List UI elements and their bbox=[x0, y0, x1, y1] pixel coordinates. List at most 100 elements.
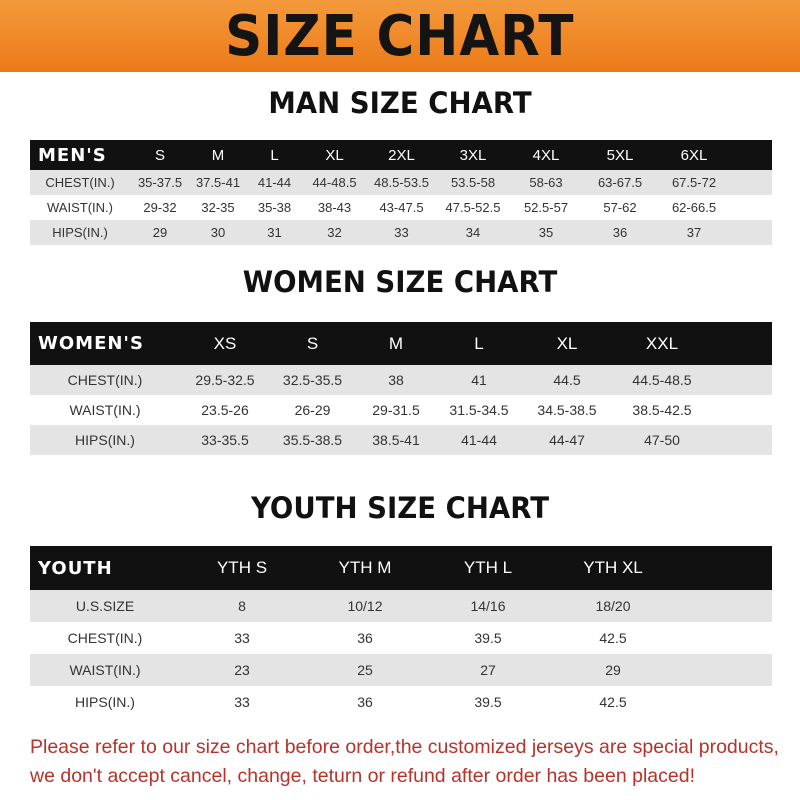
table-cell: 38.5-42.5 bbox=[632, 402, 692, 418]
table-cell: 39.5 bbox=[474, 630, 502, 646]
table-header-row: MEN'S S M L XL 2XL 3XL 4XL 5XL 6XL bbox=[30, 140, 772, 170]
size-label: YTH M bbox=[338, 558, 392, 577]
table-cell: 42.5 bbox=[599, 694, 627, 710]
table-row: HIPS(IN.) 33-35.5 35.5-38.5 38.5-41 41-44 44-… bbox=[30, 425, 772, 455]
table-row: HIPS(IN.) 29 30 31 32 33 34 35 36 37 bbox=[30, 220, 772, 245]
size-label: 2XL bbox=[388, 146, 415, 164]
table-row: WAIST(IN.) 29-32 32-35 35-38 38-43 43-47.5 47.… bbox=[30, 195, 772, 220]
row-label: CHEST(IN.) bbox=[67, 372, 143, 388]
table-cell: 38-43 bbox=[317, 200, 352, 215]
table-cell: 32 bbox=[327, 225, 342, 240]
table-row: WAIST(IN.) 23 25 27 29 bbox=[30, 654, 772, 686]
row-label: WAIST(IN.) bbox=[69, 402, 141, 418]
table-cell: 33 bbox=[394, 225, 409, 240]
row-label: HIPS(IN.) bbox=[52, 225, 108, 240]
table-cell: 47-50 bbox=[644, 432, 680, 448]
table-cell: 34.5-38.5 bbox=[537, 402, 597, 418]
table-cell: 32-35 bbox=[201, 200, 235, 215]
table-cell: 32.5-35.5 bbox=[282, 372, 343, 388]
table-cell: 41 bbox=[471, 372, 487, 388]
table-cell: 37.5-41 bbox=[195, 175, 241, 190]
table-cell: 29-32 bbox=[143, 200, 177, 215]
table-heading: YOUTH bbox=[38, 557, 113, 579]
table-cell: 58-63 bbox=[529, 175, 563, 190]
notice-text: Please refer to our size chart before or… bbox=[30, 733, 790, 791]
table-cell: 31 bbox=[267, 225, 282, 240]
table-cell: 42.5 bbox=[599, 630, 627, 646]
row-label: U.S.SIZE bbox=[75, 598, 135, 614]
table-cell: 41-44 bbox=[257, 175, 292, 190]
table-cell: 57-62 bbox=[603, 200, 637, 215]
table-cell: 38 bbox=[388, 372, 404, 388]
table-cell: 39.5 bbox=[474, 694, 502, 710]
size-label: XXL bbox=[645, 333, 679, 353]
table-header-row: YOUTH YTH S YTH M YTH L YTH XL bbox=[30, 546, 772, 590]
women-section-title: WOMEN SIZE CHART bbox=[242, 265, 558, 299]
table-cell: 35 bbox=[538, 225, 554, 240]
size-label: XL bbox=[556, 333, 578, 353]
table-cell: 23 bbox=[234, 662, 250, 678]
table-cell: 35-37.5 bbox=[137, 175, 183, 190]
table-row: HIPS(IN.) 33 36 39.5 42.5 bbox=[30, 686, 772, 718]
table-cell: 67.5-72 bbox=[671, 175, 717, 190]
size-label: 5XL bbox=[606, 146, 634, 164]
size-label: YTH L bbox=[463, 558, 513, 577]
size-label: L bbox=[270, 146, 279, 164]
table-cell: 36 bbox=[612, 225, 628, 240]
table-cell: 35-38 bbox=[257, 200, 292, 215]
row-label: HIPS(IN.) bbox=[75, 432, 135, 448]
table-cell: 30 bbox=[210, 225, 226, 240]
table-cell: 35.5-38.5 bbox=[282, 432, 343, 448]
table-cell: 37 bbox=[686, 225, 702, 240]
table-cell: 29-31.5 bbox=[372, 402, 420, 418]
size-label: M bbox=[211, 146, 225, 164]
table-cell: 38.5-41 bbox=[372, 432, 420, 448]
table-cell: 44.5 bbox=[553, 372, 581, 388]
women-size-table: WOMEN'S XS S M L XL XXL CHEST(IN.) 29.5-32.5 32.5… bbox=[30, 322, 772, 455]
row-label: HIPS(IN.) bbox=[75, 694, 135, 710]
size-label: S bbox=[306, 333, 319, 353]
table-cell: 31.5-34.5 bbox=[449, 402, 509, 418]
row-label: CHEST(IN.) bbox=[67, 630, 143, 646]
table-cell: 26-29 bbox=[294, 402, 331, 418]
notice-line: we don't accept cancel, change, teturn o… bbox=[30, 765, 695, 787]
table-cell: 44-47 bbox=[549, 432, 585, 448]
table-cell: 53.5-58 bbox=[450, 175, 496, 190]
table-cell: 29 bbox=[605, 662, 621, 678]
table-cell: 23.5-26 bbox=[201, 402, 249, 418]
table-cell: 10/12 bbox=[347, 598, 383, 614]
row-label: WAIST(IN.) bbox=[47, 200, 113, 215]
table-cell: 36 bbox=[357, 694, 373, 710]
table-row: WAIST(IN.) 23.5-26 26-29 29-31.5 31.5-34.5 34… bbox=[30, 395, 772, 425]
table-cell: 63-67.5 bbox=[597, 175, 643, 190]
table-row: CHEST(IN.) 35-37.5 37.5-41 41-44 44-48.5 48.5… bbox=[30, 170, 772, 195]
table-cell: 41-44 bbox=[461, 432, 497, 448]
size-label: YTH S bbox=[216, 558, 268, 577]
men-size-table: MEN'S S M L XL 2XL 3XL 4XL 5XL 6XL CHEST(IN.) 35-37… bbox=[30, 140, 772, 245]
size-label: 3XL bbox=[459, 146, 487, 164]
men-section-title: MAN SIZE CHART bbox=[268, 86, 532, 120]
notice-line: Please refer to our size chart before or… bbox=[30, 736, 779, 758]
size-label: XS bbox=[213, 333, 237, 353]
size-label: M bbox=[388, 333, 404, 353]
main-title: SIZE CHART bbox=[225, 3, 575, 69]
table-cell: 36 bbox=[357, 630, 373, 646]
table-cell: 8 bbox=[238, 598, 246, 614]
table-cell: 18/20 bbox=[595, 598, 631, 614]
size-label: L bbox=[474, 333, 484, 353]
table-header-row: WOMEN'S XS S M L XL XXL bbox=[30, 322, 772, 365]
size-label: 4XL bbox=[532, 146, 560, 164]
table-cell: 43-47.5 bbox=[379, 200, 424, 215]
table-cell: 47.5-52.5 bbox=[445, 200, 501, 215]
table-cell: 44-48.5 bbox=[312, 175, 357, 190]
table-cell: 34 bbox=[465, 225, 481, 240]
table-cell: 33 bbox=[234, 694, 250, 710]
table-cell: 33 bbox=[234, 630, 250, 646]
table-row: U.S.SIZE 8 10/12 14/16 18/20 bbox=[30, 590, 772, 622]
table-cell: 14/16 bbox=[470, 598, 506, 614]
row-label: CHEST(IN.) bbox=[45, 175, 115, 190]
table-row: CHEST(IN.) 29.5-32.5 32.5-35.5 38 41 44.5 44.5… bbox=[30, 365, 772, 395]
table-cell: 27 bbox=[480, 662, 496, 678]
table-cell: 48.5-53.5 bbox=[374, 175, 429, 190]
table-cell: 29.5-32.5 bbox=[195, 372, 255, 388]
